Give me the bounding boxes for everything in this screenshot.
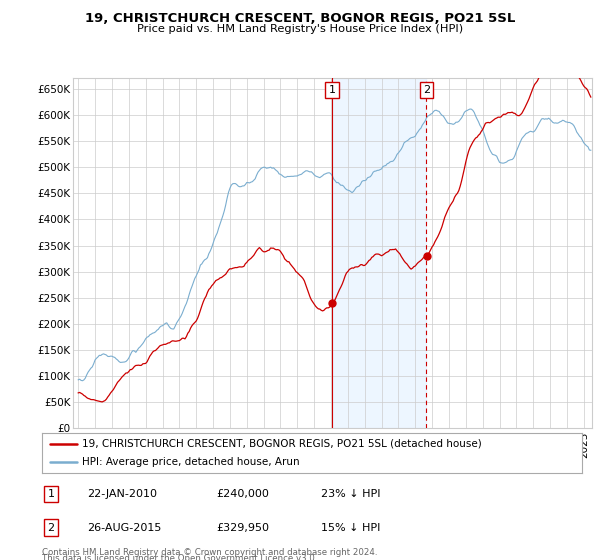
Text: 22-JAN-2010: 22-JAN-2010 — [87, 489, 157, 499]
Text: 2: 2 — [47, 522, 55, 533]
Text: 19, CHRISTCHURCH CRESCENT, BOGNOR REGIS, PO21 5SL: 19, CHRISTCHURCH CRESCENT, BOGNOR REGIS,… — [85, 12, 515, 25]
Text: 1: 1 — [328, 85, 335, 95]
Text: 2: 2 — [423, 85, 430, 95]
Text: HPI: Average price, detached house, Arun: HPI: Average price, detached house, Arun — [83, 458, 300, 467]
Bar — [332, 78, 426, 428]
Text: 23% ↓ HPI: 23% ↓ HPI — [321, 489, 380, 499]
Text: £329,950: £329,950 — [216, 522, 269, 533]
Text: 26-AUG-2015: 26-AUG-2015 — [87, 522, 161, 533]
Text: 1: 1 — [47, 489, 55, 499]
Text: Contains HM Land Registry data © Crown copyright and database right 2024.: Contains HM Land Registry data © Crown c… — [42, 548, 377, 557]
Text: Price paid vs. HM Land Registry's House Price Index (HPI): Price paid vs. HM Land Registry's House … — [137, 24, 463, 34]
Text: £240,000: £240,000 — [216, 489, 269, 499]
Text: This data is licensed under the Open Government Licence v3.0.: This data is licensed under the Open Gov… — [42, 554, 317, 560]
Text: 15% ↓ HPI: 15% ↓ HPI — [321, 522, 380, 533]
Text: 19, CHRISTCHURCH CRESCENT, BOGNOR REGIS, PO21 5SL (detached house): 19, CHRISTCHURCH CRESCENT, BOGNOR REGIS,… — [83, 439, 482, 449]
